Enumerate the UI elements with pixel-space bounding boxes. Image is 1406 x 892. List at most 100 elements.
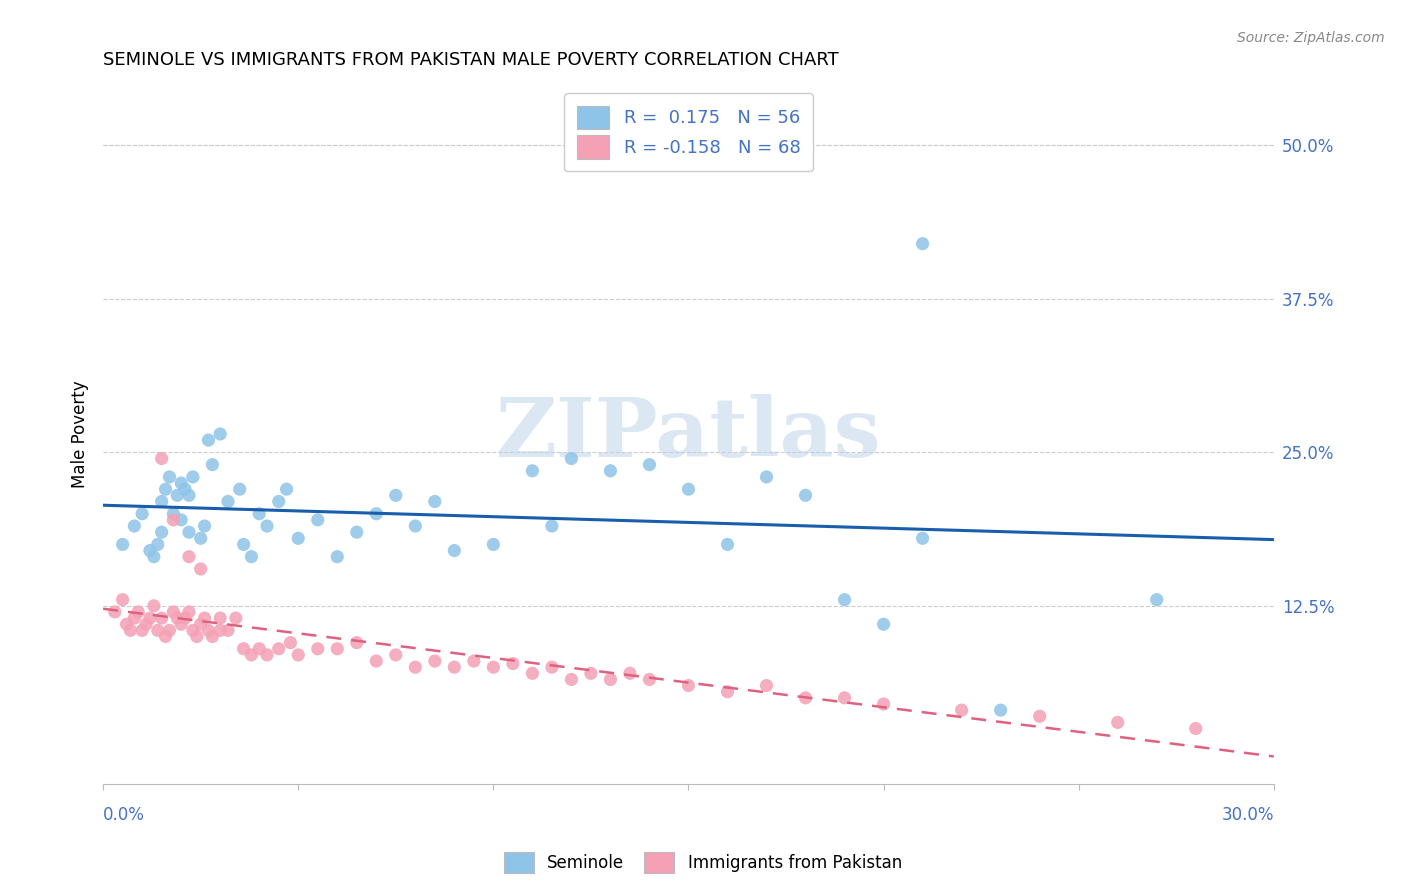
- Point: [256, 648, 278, 662]
- Point: [194, 611, 217, 625]
- Point: [190, 562, 212, 576]
- Point: [794, 488, 817, 502]
- Point: [146, 537, 169, 551]
- Point: [716, 537, 738, 551]
- Point: [346, 525, 368, 540]
- Point: [950, 703, 973, 717]
- Point: [190, 617, 212, 632]
- Point: [177, 525, 200, 540]
- Point: [146, 624, 169, 638]
- Point: [599, 673, 621, 687]
- Point: [155, 630, 177, 644]
- Point: [170, 617, 193, 632]
- Point: [159, 624, 181, 638]
- Point: [307, 641, 329, 656]
- Point: [201, 458, 224, 472]
- Point: [1028, 709, 1050, 723]
- Point: [366, 654, 388, 668]
- Point: [209, 624, 232, 638]
- Point: [522, 666, 544, 681]
- Point: [177, 488, 200, 502]
- Point: [142, 549, 165, 564]
- Point: [131, 624, 153, 638]
- Point: [159, 470, 181, 484]
- Point: [181, 470, 204, 484]
- Point: [443, 660, 465, 674]
- Point: [170, 513, 193, 527]
- Point: [225, 611, 247, 625]
- Point: [228, 482, 250, 496]
- Point: [404, 519, 426, 533]
- Text: 30.0%: 30.0%: [1222, 805, 1274, 824]
- Point: [166, 611, 188, 625]
- Point: [111, 592, 134, 607]
- Point: [232, 641, 254, 656]
- Point: [155, 482, 177, 496]
- Point: [1107, 715, 1129, 730]
- Point: [326, 641, 349, 656]
- Point: [872, 697, 894, 711]
- Point: [990, 703, 1012, 717]
- Point: [385, 648, 408, 662]
- Point: [267, 494, 290, 508]
- Point: [111, 537, 134, 551]
- Point: [366, 507, 388, 521]
- Point: [423, 494, 446, 508]
- Point: [872, 617, 894, 632]
- Point: [170, 476, 193, 491]
- Point: [177, 605, 200, 619]
- Point: [307, 513, 329, 527]
- Point: [247, 507, 270, 521]
- Point: [541, 519, 564, 533]
- Point: [232, 537, 254, 551]
- Point: [678, 482, 700, 496]
- Point: [162, 513, 184, 527]
- Point: [678, 679, 700, 693]
- Point: [716, 684, 738, 698]
- Point: [201, 630, 224, 644]
- Point: [150, 451, 173, 466]
- Point: [124, 611, 146, 625]
- Point: [599, 464, 621, 478]
- Point: [240, 549, 263, 564]
- Point: [127, 605, 149, 619]
- Point: [502, 657, 524, 671]
- Point: [124, 519, 146, 533]
- Point: [174, 482, 197, 496]
- Point: [280, 635, 302, 649]
- Text: Source: ZipAtlas.com: Source: ZipAtlas.com: [1237, 31, 1385, 45]
- Point: [139, 543, 162, 558]
- Point: [197, 433, 219, 447]
- Point: [619, 666, 641, 681]
- Point: [267, 641, 290, 656]
- Point: [541, 660, 564, 674]
- Point: [834, 592, 856, 607]
- Point: [104, 605, 127, 619]
- Point: [1184, 722, 1206, 736]
- Point: [166, 488, 188, 502]
- Legend: R =  0.175   N = 56, R = -0.158   N = 68: R = 0.175 N = 56, R = -0.158 N = 68: [564, 93, 813, 171]
- Point: [1146, 592, 1168, 607]
- Point: [247, 641, 270, 656]
- Point: [638, 458, 661, 472]
- Point: [560, 673, 582, 687]
- Point: [240, 648, 263, 662]
- Point: [120, 624, 142, 638]
- Point: [385, 488, 408, 502]
- Point: [755, 679, 778, 693]
- Y-axis label: Male Poverty: Male Poverty: [72, 380, 89, 488]
- Point: [181, 624, 204, 638]
- Point: [326, 549, 349, 564]
- Point: [162, 605, 184, 619]
- Point: [217, 624, 239, 638]
- Point: [794, 690, 817, 705]
- Point: [209, 611, 232, 625]
- Point: [186, 630, 208, 644]
- Text: SEMINOLE VS IMMIGRANTS FROM PAKISTAN MALE POVERTY CORRELATION CHART: SEMINOLE VS IMMIGRANTS FROM PAKISTAN MAL…: [103, 51, 839, 69]
- Point: [443, 543, 465, 558]
- Point: [638, 673, 661, 687]
- Point: [197, 624, 219, 638]
- Point: [834, 690, 856, 705]
- Point: [177, 549, 200, 564]
- Point: [287, 648, 309, 662]
